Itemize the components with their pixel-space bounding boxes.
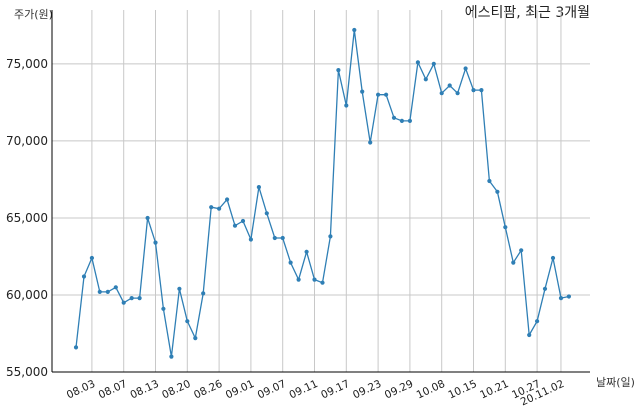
- data-point: [113, 285, 118, 290]
- x-tick-label: 08.13: [128, 378, 160, 402]
- x-tick-label: 08.03: [65, 378, 97, 402]
- data-point: [336, 68, 341, 73]
- y-tick-label: 75,000: [6, 57, 48, 71]
- x-tick-label: 10.15: [446, 378, 478, 402]
- data-point: [264, 211, 269, 216]
- data-point: [407, 118, 412, 123]
- x-tick-labels: 08.03 08.07 08.13 08.20 08.26 09.01 09.07 09.11…: [65, 378, 566, 409]
- x-tick-label: 08.26: [192, 378, 225, 402]
- data-point: [415, 60, 420, 65]
- data-point: [105, 289, 110, 294]
- y-tick-label: 70,000: [6, 134, 48, 148]
- y-axis-label: 주가(원): [14, 8, 53, 21]
- x-tick-label: 09.11: [287, 378, 319, 402]
- data-point: [471, 88, 476, 93]
- x-tick-label: 09.29: [383, 378, 415, 402]
- x-axis-label: 날짜(일): [596, 375, 635, 389]
- y-tick-label: 60,000: [6, 288, 48, 302]
- data-point: [479, 88, 484, 93]
- y-tick-label: 55,000: [6, 365, 48, 379]
- data-point: [288, 260, 293, 265]
- data-point: [566, 294, 572, 299]
- data-point: [423, 77, 428, 82]
- data-point: [296, 277, 301, 282]
- data-point: [217, 206, 222, 211]
- data-point: [145, 215, 150, 221]
- x-tick-label: 08.20: [160, 378, 192, 402]
- chart-title: 에스티팜, 최근 3개월: [465, 5, 590, 21]
- data-point: [81, 274, 87, 279]
- x-gridlines: [91, 10, 562, 372]
- data-point: [542, 286, 548, 291]
- price-series-line: [75, 29, 570, 357]
- data-point: [304, 249, 309, 254]
- data-point: [129, 296, 134, 301]
- data-point: [161, 306, 166, 311]
- y-tick-labels: 55,000 60,000 65,000 70,000 75,000: [6, 57, 48, 379]
- data-point: [503, 225, 508, 230]
- data-point: [137, 296, 142, 301]
- data-point: [177, 286, 182, 291]
- data-point: [73, 345, 79, 350]
- data-point: [527, 332, 532, 338]
- data-point: [201, 291, 206, 296]
- data-point: [519, 248, 524, 253]
- x-tick-label: 10.08: [415, 378, 447, 402]
- data-point: [121, 300, 126, 305]
- data-point: [384, 92, 389, 97]
- data-point: [169, 354, 174, 359]
- data-point: [487, 178, 492, 184]
- data-point: [352, 27, 357, 33]
- data-point: [550, 255, 556, 261]
- data-point: [376, 92, 381, 97]
- data-point: [280, 235, 285, 241]
- x-tick-label: 09.17: [319, 378, 351, 402]
- data-point: [320, 280, 325, 285]
- data-point: [535, 319, 540, 324]
- data-point: [185, 319, 190, 324]
- data-point: [89, 255, 94, 261]
- data-point: [495, 189, 500, 194]
- data-point: [391, 115, 397, 120]
- data-point: [256, 185, 261, 190]
- data-point: [399, 118, 404, 123]
- data-point: [455, 91, 460, 96]
- data-point: [232, 223, 238, 228]
- data-point: [248, 237, 253, 242]
- price-series-points: [73, 27, 572, 359]
- data-point: [463, 66, 468, 71]
- data-point: [344, 103, 349, 108]
- data-point: [439, 91, 444, 96]
- data-point: [240, 218, 246, 224]
- y-gridlines: [52, 63, 590, 373]
- data-point: [328, 234, 333, 239]
- data-point: [272, 235, 277, 241]
- y-tick-label: 65,000: [6, 211, 48, 225]
- data-point: [431, 61, 436, 66]
- data-point: [193, 336, 198, 341]
- data-point: [558, 296, 564, 301]
- x-tick-label: 09.23: [351, 378, 383, 402]
- data-point: [447, 83, 452, 88]
- x-tick-label: 10.21: [478, 378, 510, 402]
- data-point: [225, 197, 230, 202]
- data-point: [360, 89, 365, 94]
- x-tick-label: 09.01: [224, 378, 256, 402]
- data-point: [153, 240, 158, 245]
- data-point: [97, 289, 102, 294]
- data-point: [511, 260, 516, 265]
- x-tick-label: 08.07: [97, 378, 129, 402]
- x-tick-label: 09.07: [256, 378, 288, 402]
- data-point: [368, 140, 373, 145]
- data-point: [209, 205, 214, 210]
- data-point: [312, 277, 317, 282]
